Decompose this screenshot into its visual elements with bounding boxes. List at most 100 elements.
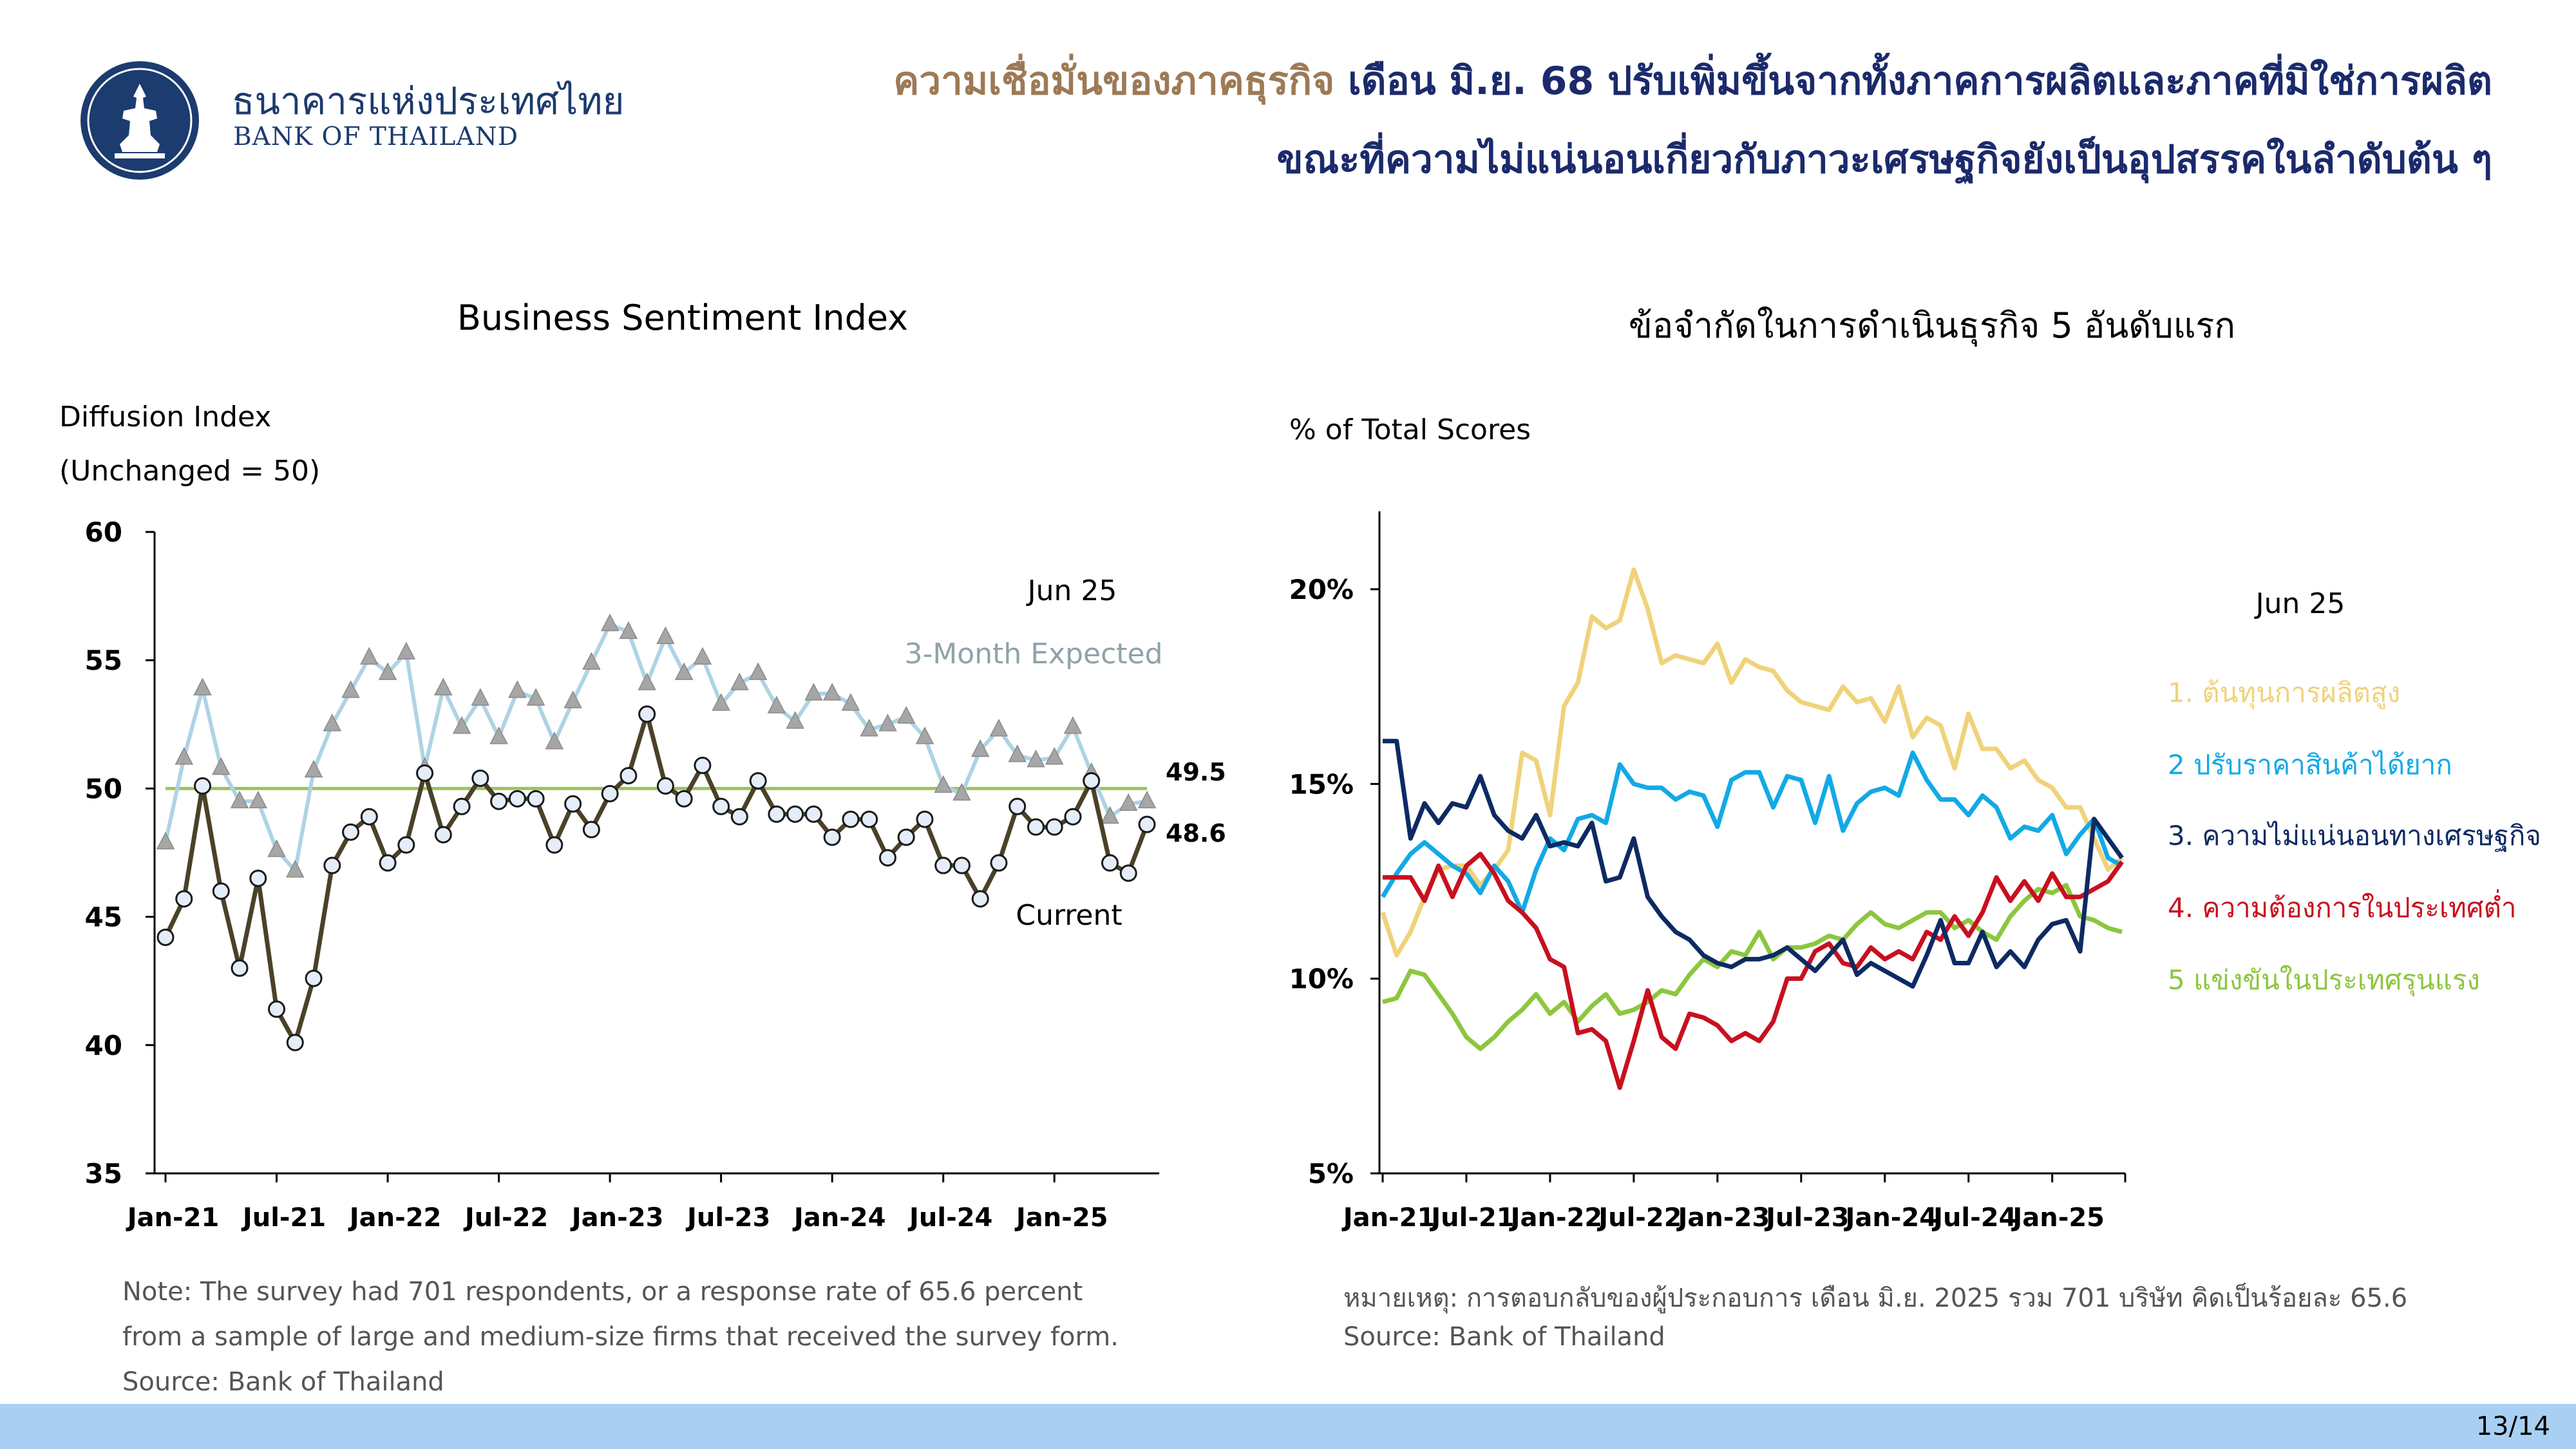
- x-tick-label: Jul-23: [1764, 1203, 1849, 1233]
- business-constraints-chart: 20%15%10%5%Jan-21Jul-21Jan-22Jul-22Jan-2…: [1289, 511, 2541, 1233]
- expected-marker: [267, 839, 286, 857]
- expected-marker: [175, 746, 193, 765]
- y-tick-label: 55: [85, 645, 122, 676]
- current-last-value-label: 48.6: [1166, 819, 1226, 848]
- x-tick-label: Jan-22: [348, 1203, 442, 1233]
- expected-marker: [989, 719, 1009, 737]
- legend-current: Current: [1016, 899, 1122, 932]
- expected-marker: [1008, 744, 1027, 762]
- right-chart-title: ข้อจำกัดในการดำเนินธุรกิจ 5 อันดับแรก: [1628, 305, 2236, 346]
- current-marker: [527, 790, 545, 808]
- expected-last-value-label: 49.5: [1166, 758, 1226, 786]
- expected-marker: [934, 775, 952, 793]
- current-marker: [434, 826, 452, 844]
- expected-marker: [434, 677, 453, 696]
- current-marker: [730, 808, 748, 826]
- x-tick-label: Jan-25: [1014, 1203, 1108, 1233]
- expected-marker: [489, 726, 508, 744]
- y-tick-label: 35: [85, 1158, 122, 1189]
- legend-item-5: 5 แข่งขันในประเทศรุนแรง: [2168, 964, 2480, 997]
- legend-3-month-expected: 3-Month Expected: [904, 638, 1162, 670]
- expected-marker: [1119, 793, 1138, 811]
- current-marker: [1083, 772, 1101, 790]
- left-source: Source: Bank of Thailand: [122, 1367, 444, 1397]
- y-tick-label: 40: [85, 1030, 122, 1061]
- expected-marker: [1063, 716, 1083, 734]
- expected-marker: [397, 641, 416, 659]
- x-tick-label: Jul-21: [1429, 1203, 1514, 1233]
- legend-date-label: Jun 25: [1026, 574, 1117, 607]
- expected-marker: [360, 647, 379, 665]
- current-marker: [1027, 818, 1045, 836]
- current-marker: [860, 810, 878, 828]
- legend-item-2: 2 ปรับราคาสินค้าได้ยาก: [2168, 749, 2452, 781]
- x-tick-label: Jul-22: [463, 1203, 548, 1233]
- current-marker: [212, 882, 230, 900]
- current-marker: [1045, 818, 1063, 836]
- expected-marker: [1045, 746, 1064, 765]
- x-tick-label: Jan-25: [2011, 1203, 2105, 1233]
- y-tick-label: 5%: [1308, 1158, 1354, 1189]
- current-marker: [582, 820, 600, 838]
- current-marker: [768, 805, 786, 823]
- current-marker: [175, 890, 193, 908]
- series-line-3: [1383, 739, 2124, 989]
- expected-marker: [1137, 790, 1157, 809]
- y-tick-label: 20%: [1289, 574, 1354, 605]
- footer-bar: [0, 1404, 2576, 1449]
- x-tick-label: Jan-22: [1509, 1203, 1603, 1233]
- right-source: Source: Bank of Thailand: [1343, 1322, 1665, 1352]
- current-marker: [971, 890, 989, 908]
- expected-marker: [896, 706, 916, 724]
- current-marker: [305, 969, 323, 987]
- x-tick-label: Jan-23: [1676, 1203, 1770, 1233]
- x-tick-label: Jan-24: [792, 1203, 886, 1233]
- bank-name-thai: ธนาคารแห่งประเทศไทย: [232, 79, 625, 123]
- expected-marker: [767, 696, 786, 714]
- expected-marker: [304, 759, 323, 778]
- current-marker: [1101, 854, 1119, 872]
- expected-marker: [1101, 806, 1119, 824]
- y-tick-label: 60: [85, 516, 122, 548]
- expected-marker: [730, 672, 749, 690]
- y-tick-label: 10%: [1289, 963, 1354, 995]
- current-marker: [508, 790, 526, 808]
- left-note-line1: Note: The survey had 701 respondents, or…: [122, 1277, 1083, 1307]
- current-marker: [471, 769, 489, 787]
- bank-name-english: BANK OF THAILAND: [233, 122, 518, 151]
- current-marker: [453, 797, 471, 815]
- right-ylabel: % of Total Scores: [1289, 413, 1531, 446]
- expected-marker: [526, 688, 545, 706]
- y-tick-label: 15%: [1289, 768, 1354, 800]
- current-marker: [249, 869, 267, 887]
- x-tick-label: Jul-21: [241, 1203, 326, 1233]
- current-marker: [916, 810, 934, 828]
- current-marker: [786, 805, 804, 823]
- current-marker: [842, 810, 860, 828]
- current-marker: [638, 705, 656, 723]
- current-marker: [620, 766, 638, 784]
- x-tick-label: Jul-24: [1931, 1203, 2016, 1233]
- current-marker: [712, 797, 730, 815]
- current-marker: [379, 854, 397, 872]
- expected-marker: [341, 680, 360, 698]
- expected-marker: [656, 626, 675, 645]
- x-tick-label: Jul-23: [685, 1203, 770, 1233]
- x-tick-label: Jan-21: [126, 1203, 220, 1233]
- current-marker: [1119, 864, 1137, 882]
- expected-marker: [508, 680, 527, 698]
- headline-line-1: ความเชื่อมั่นของภาคธุรกิจ เดือน มิ.ย. 68…: [893, 50, 2492, 111]
- legend-date-label: Jun 25: [2254, 587, 2345, 620]
- expected-marker: [952, 782, 971, 801]
- current-marker: [952, 857, 971, 875]
- series-line-1: [1380, 567, 2124, 958]
- current-marker: [675, 790, 693, 808]
- expected-marker: [212, 757, 231, 775]
- series-line-2: [1380, 750, 2123, 915]
- expected-marker: [971, 739, 990, 757]
- y-tick-label: 50: [85, 773, 122, 804]
- current-marker: [694, 757, 712, 775]
- x-tick-label: Jul-22: [1596, 1203, 1681, 1233]
- current-marker: [990, 854, 1008, 872]
- expected-marker: [156, 831, 175, 849]
